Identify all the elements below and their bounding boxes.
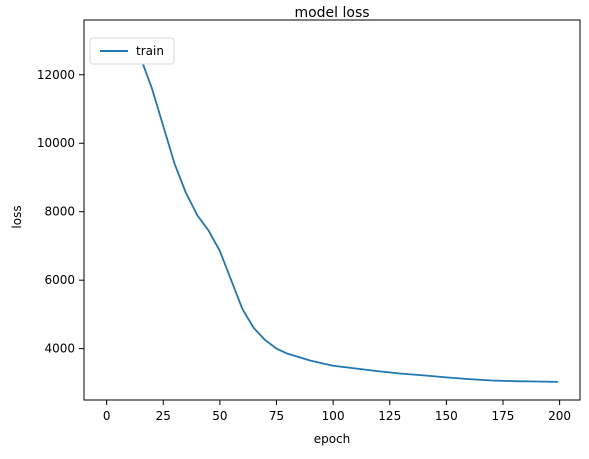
x-tick-label: 200 — [548, 409, 571, 423]
x-tick-label: 25 — [156, 409, 171, 423]
y-tick-label: 8000 — [44, 205, 75, 219]
y-tick-label: 12000 — [37, 68, 75, 82]
x-tick-label: 150 — [435, 409, 458, 423]
y-axis-ticks: 4000 6000 8000 10000 12000 — [37, 68, 84, 356]
y-tick-label: 4000 — [44, 342, 75, 356]
x-tick-label: 100 — [322, 409, 345, 423]
y-tick-label: 10000 — [37, 136, 75, 150]
legend: train — [89, 37, 175, 65]
legend-box — [89, 37, 175, 65]
plot-frame — [83, 19, 581, 401]
y-tick-label: 6000 — [44, 273, 75, 287]
x-tick-label: 50 — [212, 409, 227, 423]
train-series-line — [105, 37, 559, 383]
legend-train-label: train — [136, 44, 164, 58]
x-axis-ticks: 0 25 50 75 100 125 150 175 200 — [103, 400, 571, 423]
x-axis-label: epoch — [314, 432, 351, 446]
y-axis-label: loss — [10, 205, 24, 228]
plot-area — [84, 20, 580, 400]
chart-title: model loss — [294, 5, 369, 21]
x-tick-label: 75 — [269, 409, 284, 423]
x-tick-label: 125 — [378, 409, 401, 423]
x-tick-label: 0 — [103, 409, 111, 423]
x-tick-label: 175 — [492, 409, 515, 423]
